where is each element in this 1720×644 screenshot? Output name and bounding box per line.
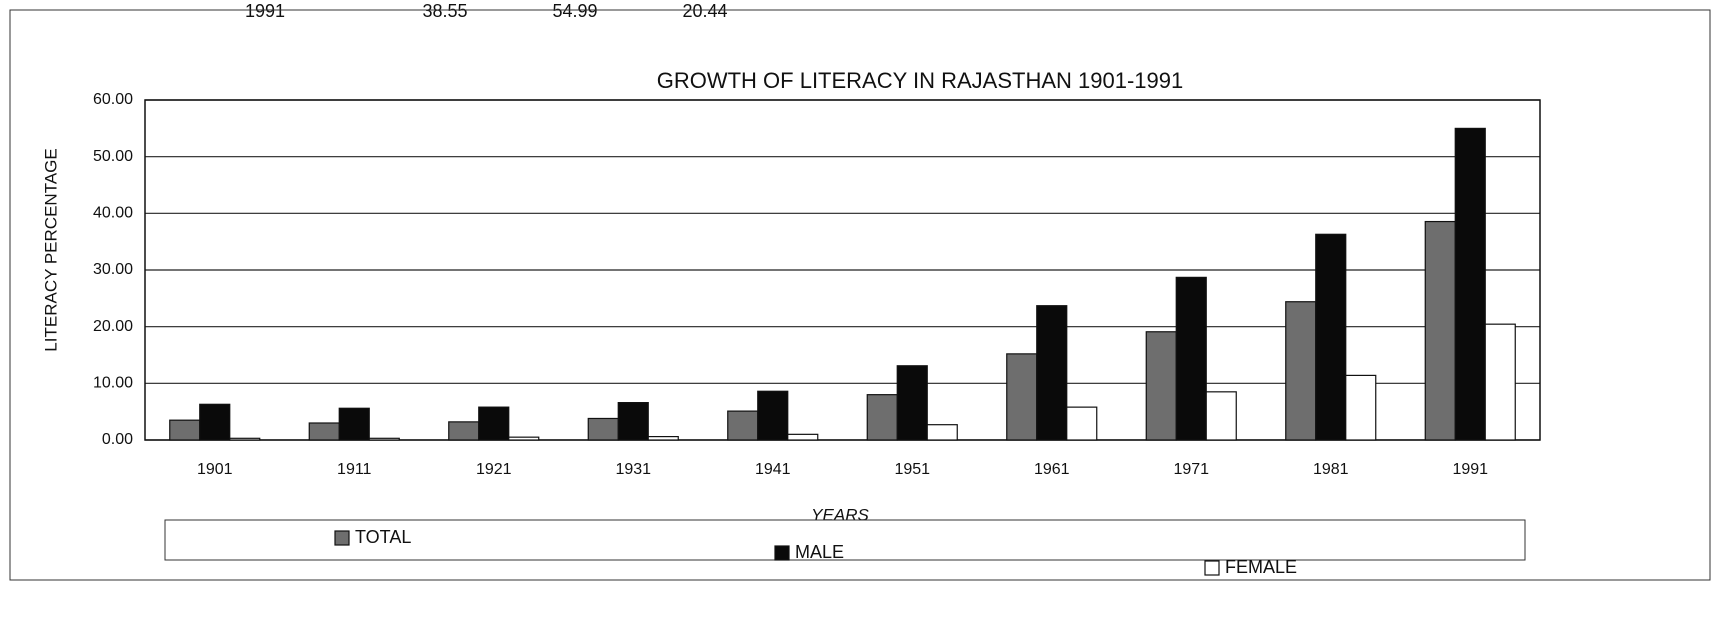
x-tick-label: 1961 xyxy=(1034,461,1070,478)
y-tick-label: 0.00 xyxy=(102,431,133,448)
bar xyxy=(1484,323,1516,441)
x-tick-label: 1931 xyxy=(615,461,651,478)
legend-swatch xyxy=(334,530,350,546)
bar xyxy=(1315,233,1347,441)
bar xyxy=(368,437,400,441)
table-cell: 38.55 xyxy=(422,1,467,21)
bar xyxy=(1454,127,1486,441)
chart-frame xyxy=(9,9,1711,581)
legend-swatch xyxy=(1204,560,1220,576)
bar xyxy=(338,407,370,441)
bar xyxy=(508,436,540,441)
chart-title: GROWTH OF LITERACY IN RAJASTHAN 1901-199… xyxy=(657,68,1184,93)
bar xyxy=(169,419,201,441)
bar xyxy=(199,403,231,441)
bar xyxy=(587,417,619,441)
legend-label: FEMALE xyxy=(1225,557,1297,577)
legend-swatch xyxy=(774,545,790,561)
y-tick-label: 50.00 xyxy=(93,148,133,165)
bar xyxy=(926,424,958,441)
y-tick-label: 30.00 xyxy=(93,261,133,278)
bar xyxy=(1006,353,1038,441)
bar xyxy=(478,406,510,441)
bar xyxy=(727,410,759,441)
table-cell: 20.44 xyxy=(682,1,727,21)
y-tick-label: 40.00 xyxy=(93,205,133,222)
y-tick-label: 60.00 xyxy=(93,91,133,108)
x-tick-label: 1971 xyxy=(1173,461,1209,478)
x-tick-label: 1921 xyxy=(476,461,512,478)
bar xyxy=(757,390,789,441)
bar xyxy=(866,394,898,441)
table-fragment: 1991 38.55 54.99 20.44 xyxy=(245,1,728,21)
bar xyxy=(1285,301,1317,441)
legend-label: TOTAL xyxy=(355,527,411,547)
x-tick-label: 1941 xyxy=(755,461,791,478)
bar xyxy=(1145,331,1177,441)
bar xyxy=(1036,305,1068,441)
bar xyxy=(1175,276,1207,441)
x-tick-label: 1901 xyxy=(197,461,233,478)
bar xyxy=(1066,406,1098,441)
y-tick-label: 10.00 xyxy=(93,375,133,392)
bar xyxy=(229,437,261,441)
legend-box xyxy=(164,519,1526,561)
x-tick-label: 1991 xyxy=(1452,461,1488,478)
bar xyxy=(1345,374,1377,441)
y-tick-label: 20.00 xyxy=(93,318,133,335)
x-tick-label: 1981 xyxy=(1313,461,1349,478)
x-tick-label: 1911 xyxy=(337,461,372,478)
bar xyxy=(308,422,340,441)
plot-area xyxy=(144,99,1541,441)
bar xyxy=(787,433,819,441)
legend-label: MALE xyxy=(795,542,844,562)
bar xyxy=(896,365,928,441)
bar xyxy=(1205,391,1237,441)
y-axis-title: LITERACY PERCENTAGE xyxy=(41,148,60,351)
bar xyxy=(448,421,480,441)
table-cell: 54.99 xyxy=(552,1,597,21)
x-tick-label: 1951 xyxy=(894,461,930,478)
table-cell: 1991 xyxy=(245,1,285,21)
bar xyxy=(647,436,679,441)
bar xyxy=(1424,220,1456,441)
bar xyxy=(617,402,649,441)
x-axis-title: YEARS xyxy=(811,505,869,524)
